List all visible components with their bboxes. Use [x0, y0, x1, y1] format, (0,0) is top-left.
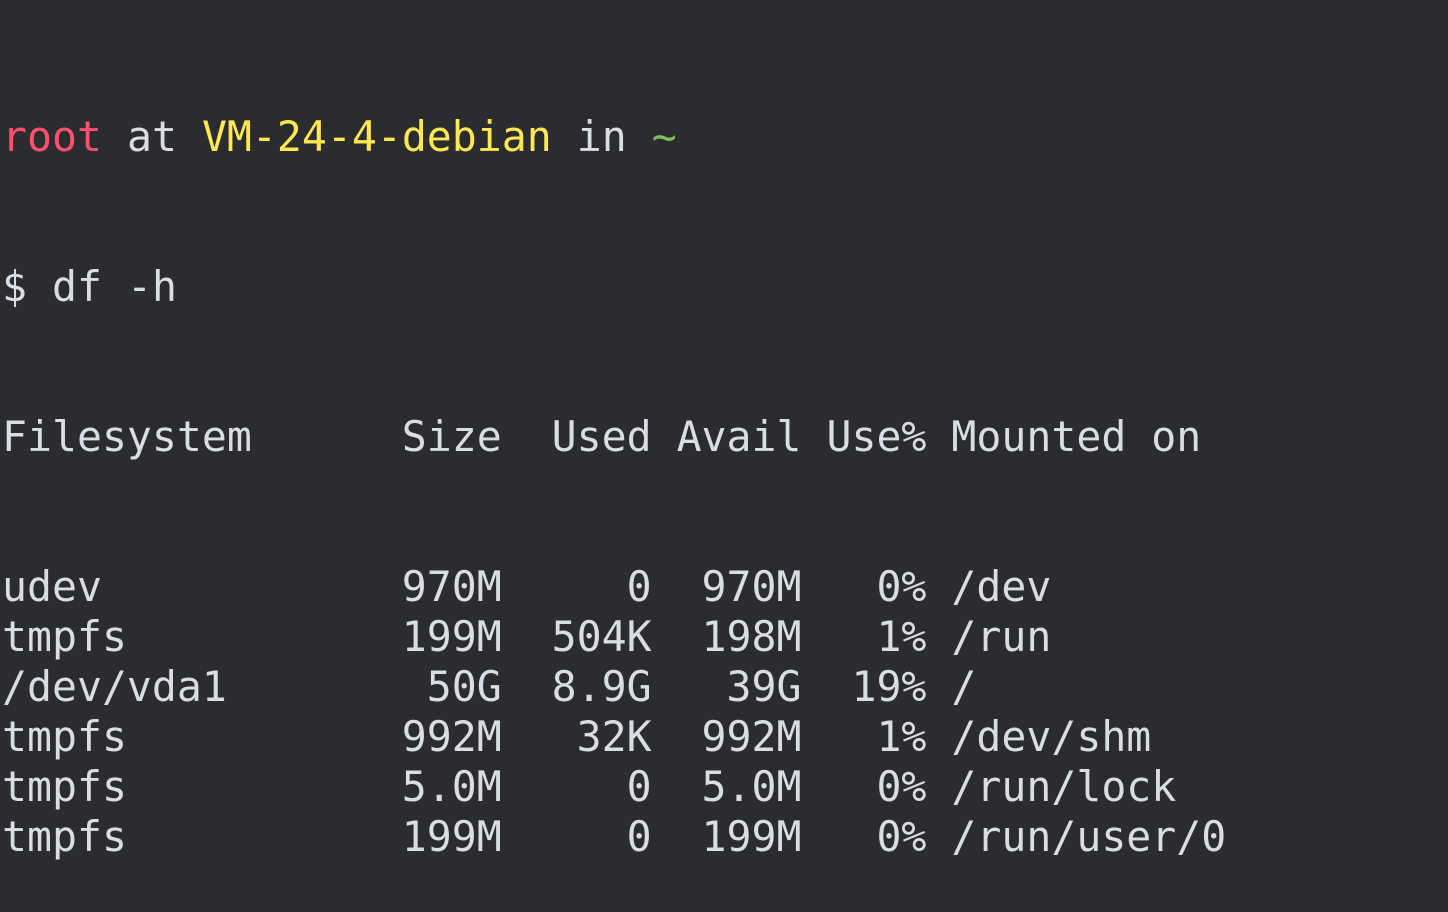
table-header: Filesystem Size Used Avail Use% Mounted on — [2, 412, 1226, 462]
cell-use-percent: 1% — [876, 712, 927, 761]
cell-mounted-on: /run — [951, 612, 1052, 661]
table-row: tmpfs 992M 32K 992M 1% /dev/shm — [2, 712, 1226, 762]
cell-size: 50G — [426, 662, 502, 711]
prompt-host: VM-24-4-debian — [201, 112, 552, 161]
cell-avail: 199M — [701, 812, 802, 861]
cell-use-percent: 0% — [876, 562, 927, 611]
table-row: tmpfs 199M 504K 198M 1% /run — [2, 612, 1226, 662]
cell-size: 992M — [401, 712, 502, 761]
cell-filesystem: tmpfs — [2, 712, 127, 761]
cell-filesystem: udev — [2, 562, 102, 611]
header-size: Size — [401, 412, 502, 461]
cell-used: 0 — [626, 762, 652, 811]
command-line: $ df -h — [2, 262, 1226, 312]
cell-mounted-on: / — [951, 662, 977, 711]
cell-size: 199M — [401, 612, 502, 661]
cell-used: 504K — [551, 612, 652, 661]
terminal-output[interactable]: root at VM-24-4-debian in ~ $ df -h File… — [2, 12, 1226, 912]
cell-used: 0 — [626, 562, 652, 611]
prompt-symbol: $ — [2, 262, 27, 311]
cell-avail: 970M — [701, 562, 802, 611]
cell-filesystem: tmpfs — [2, 612, 127, 661]
cell-used: 0 — [626, 812, 652, 861]
header-used: Used — [551, 412, 652, 461]
cell-use-percent: 19% — [851, 662, 927, 711]
cell-used: 32K — [576, 712, 652, 761]
prompt-cwd: ~ — [651, 112, 677, 161]
prompt-user: root — [2, 112, 102, 161]
cell-avail: 198M — [701, 612, 802, 661]
cell-filesystem: /dev/vda1 — [2, 662, 227, 711]
prompt-in: in — [576, 112, 627, 161]
cell-filesystem: tmpfs — [2, 762, 127, 811]
prompt-line: root at VM-24-4-debian in ~ — [2, 112, 1226, 162]
cell-size: 970M — [401, 562, 502, 611]
cell-mounted-on: /run/user/0 — [951, 812, 1227, 861]
cell-mounted-on: /dev/shm — [951, 712, 1152, 761]
prompt-at: at — [126, 112, 177, 161]
cell-filesystem: tmpfs — [2, 812, 127, 861]
header-avail: Avail — [676, 412, 802, 461]
cell-avail: 992M — [701, 712, 802, 761]
cell-use-percent: 0% — [876, 812, 927, 861]
header-filesystem: Filesystem — [2, 412, 252, 461]
cell-size: 5.0M — [401, 762, 502, 811]
table-row: tmpfs 5.0M 0 5.0M 0% /run/lock — [2, 762, 1226, 812]
cell-avail: 39G — [726, 662, 802, 711]
cell-used: 8.9G — [551, 662, 652, 711]
command-text: df -h — [52, 262, 177, 311]
cell-mounted-on: /dev — [951, 562, 1052, 611]
cell-avail: 5.0M — [701, 762, 802, 811]
cell-use-percent: 1% — [876, 612, 927, 661]
header-mounted-on: Mounted on — [951, 412, 1202, 461]
cell-size: 199M — [401, 812, 502, 861]
table-row: udev 970M 0 970M 0% /dev — [2, 562, 1226, 612]
cell-mounted-on: /run/lock — [951, 762, 1177, 811]
table-row: /dev/vda1 50G 8.9G 39G 19% / — [2, 662, 1226, 712]
table-row: tmpfs 199M 0 199M 0% /run/user/0 — [2, 812, 1226, 862]
cell-use-percent: 0% — [876, 762, 927, 811]
header-use-percent: Use% — [826, 412, 927, 461]
